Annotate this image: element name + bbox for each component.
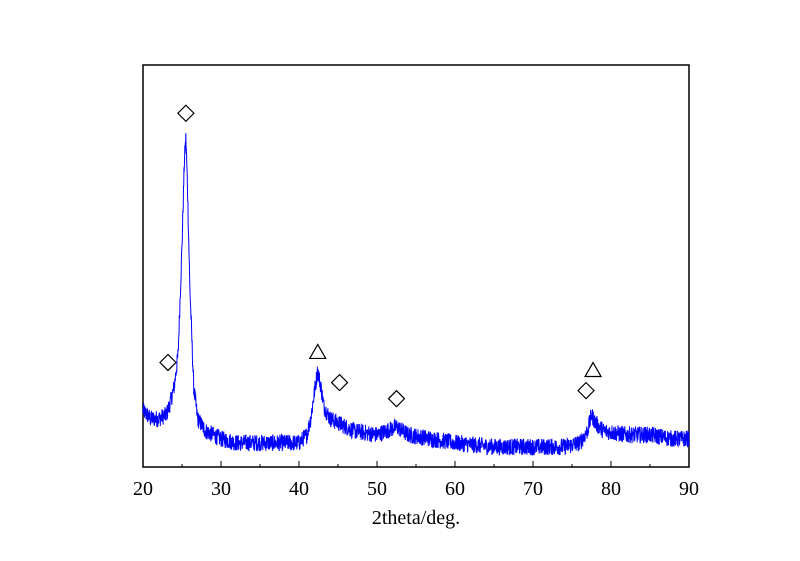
diamond-marker [330, 373, 349, 392]
x-axis-tick-labels: 20 30 40 50 60 70 80 90 [133, 478, 699, 500]
x-tick-label: 20 [133, 478, 153, 500]
x-tick-label: 40 [289, 478, 309, 500]
diamond-marker [577, 381, 595, 400]
xrd-spectrum-line [142, 133, 690, 456]
plot-frame [142, 64, 690, 468]
x-axis-ticks [142, 461, 690, 467]
diamond-marker [387, 389, 406, 408]
x-axis-title: 2theta/deg. [372, 507, 460, 529]
triangle-marker [584, 361, 603, 378]
x-tick-label: 50 [367, 478, 387, 500]
x-tick-label: 30 [211, 478, 231, 500]
x-tick-label: 60 [445, 478, 465, 500]
x-tick-label: 80 [601, 478, 621, 500]
triangle-marker [308, 343, 327, 360]
diamond-marker [177, 104, 195, 123]
x-tick-label: 90 [679, 478, 699, 500]
peak-markers [159, 104, 603, 408]
x-tick-label: 70 [523, 478, 543, 500]
diamond-marker [159, 353, 177, 372]
